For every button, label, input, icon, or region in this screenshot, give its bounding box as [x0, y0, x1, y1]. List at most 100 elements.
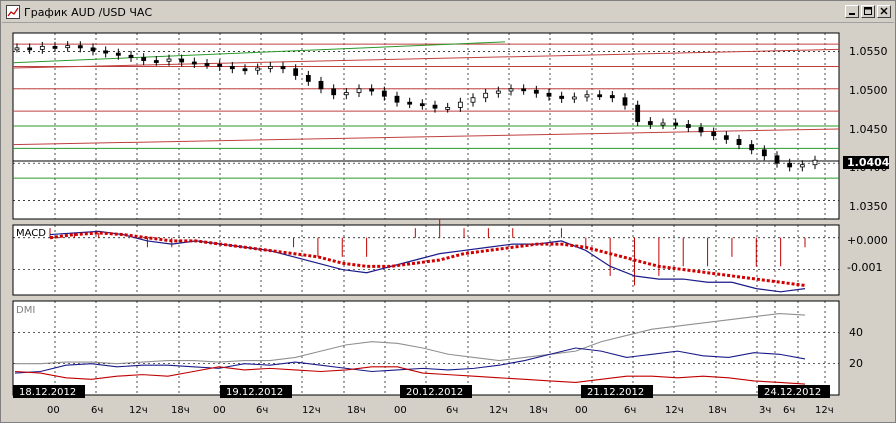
candle-body: [318, 80, 324, 90]
hour-tick-label: 6ч: [446, 405, 458, 416]
price-tick-label: 1.0500: [849, 84, 888, 97]
candle-body: [495, 90, 501, 94]
hour-tick-label: 18ч: [529, 405, 548, 416]
candle-body: [153, 60, 159, 63]
candle-body: [90, 47, 96, 52]
candle-body: [77, 45, 83, 49]
candle-body: [369, 88, 375, 92]
title-bar[interactable]: График AUD /USD ЧАС: [2, 2, 894, 23]
current-price-badge: [843, 156, 889, 169]
maximize-button[interactable]: [861, 5, 875, 18]
candle-body: [584, 94, 590, 98]
candle-body: [483, 92, 489, 99]
candle-body: [635, 104, 641, 122]
candle-body: [407, 101, 413, 105]
candle-body: [204, 63, 210, 66]
candle-body: [27, 47, 33, 51]
hour-tick-label: 12ч: [489, 405, 508, 416]
candle-body: [571, 96, 577, 100]
date-label: 24.12.2012: [764, 387, 821, 398]
candle-body: [267, 66, 273, 69]
candle-body: [647, 121, 653, 125]
candle-body: [723, 135, 729, 140]
candle-body: [685, 124, 691, 128]
minus-di-line: [14, 366, 806, 385]
candle-body: [799, 164, 805, 168]
hour-tick-label: 3ч: [759, 405, 771, 416]
macd-line: [49, 230, 806, 293]
hour-tick-label: 12ч: [302, 405, 321, 416]
candle-body: [14, 47, 20, 51]
hour-tick-label: 12ч: [665, 405, 684, 416]
candle-body: [103, 50, 109, 54]
price-tick-label: 1.0450: [849, 123, 888, 136]
hour-axis: 00 6ч 12ч 18ч 00 6ч 12ч 18ч 00 6ч 12ч 18ч 00 6ч 12ч 18ч…: [47, 405, 834, 416]
close-icon: [880, 7, 888, 15]
chart-area[interactable]: 1.0550 1.0500 1.0450 1.0400 1.0350 1.040…: [5, 25, 891, 419]
candle-body: [761, 149, 767, 157]
date-label: 18.12.2012: [19, 387, 76, 398]
candle-body: [52, 45, 58, 49]
minimize-icon: [849, 13, 855, 15]
date-label: 20.12.2012: [406, 387, 463, 398]
macd-grid: [12, 225, 839, 295]
current-price: 1.0404: [847, 156, 890, 169]
date-badge: [581, 385, 653, 398]
date-badge: [220, 385, 292, 398]
price-tick-label: 1.0550: [849, 45, 888, 58]
candle-body: [736, 138, 742, 145]
trend-line: [12, 48, 840, 69]
candle-body: [749, 144, 755, 151]
price-axis: 1.0550 1.0500 1.0450 1.0400 1.0350 1.040…: [843, 45, 890, 213]
candle-body: [711, 131, 717, 137]
minimize-button[interactable]: [845, 5, 859, 18]
candle-body: [343, 92, 349, 96]
candle-body: [812, 159, 818, 166]
date-label: 21.12.2012: [587, 387, 644, 398]
candle-body: [445, 107, 451, 110]
hour-tick-label: 00: [394, 405, 407, 416]
trend-lines: [12, 41, 840, 179]
date-badge: [400, 385, 472, 398]
candle-body: [229, 66, 235, 70]
price-candles: [14, 41, 818, 172]
dmi-plot: [14, 312, 806, 385]
candle-body: [356, 88, 362, 93]
candle-body: [597, 94, 603, 98]
candle-body: [521, 88, 527, 92]
candle-body: [660, 122, 666, 126]
hour-tick-label: 18ч: [708, 405, 727, 416]
adx-line: [15, 312, 806, 365]
hour-tick-label: 6ч: [256, 405, 268, 416]
close-button[interactable]: [877, 5, 891, 18]
hour-tick-label: 00: [213, 405, 226, 416]
candle-body: [166, 58, 172, 62]
candle-body: [381, 90, 387, 97]
hour-tick-label: 12ч: [815, 405, 834, 416]
candle-body: [65, 45, 71, 49]
candle-body: [191, 61, 197, 65]
window-title: График AUD /USD ЧАС: [24, 6, 153, 19]
date-label: 19.12.2012: [226, 387, 283, 398]
candle-body: [179, 58, 185, 63]
candle-body: [242, 68, 248, 72]
candle-body: [293, 68, 299, 76]
candle-body: [217, 63, 223, 67]
candle-body: [533, 89, 539, 94]
chart-app-icon: [6, 5, 20, 19]
plus-di-line: [14, 347, 806, 374]
chart-canvas[interactable]: 1.0550 1.0500 1.0450 1.0400 1.0350 1.040…: [5, 25, 891, 419]
hour-tick-label: 18ч: [347, 405, 366, 416]
price-tick-label: 1.0350: [849, 200, 888, 213]
candle-body: [128, 54, 134, 58]
candle-body: [774, 155, 780, 164]
candle-body: [432, 104, 438, 109]
dmi-tick-label: 20: [849, 357, 863, 370]
candle-body: [115, 52, 121, 56]
candle-body: [559, 95, 565, 99]
hour-tick-label: 6ч: [91, 405, 103, 416]
candle-body: [280, 66, 286, 70]
dmi-label: DMI: [16, 305, 35, 316]
candle-body: [305, 75, 311, 82]
